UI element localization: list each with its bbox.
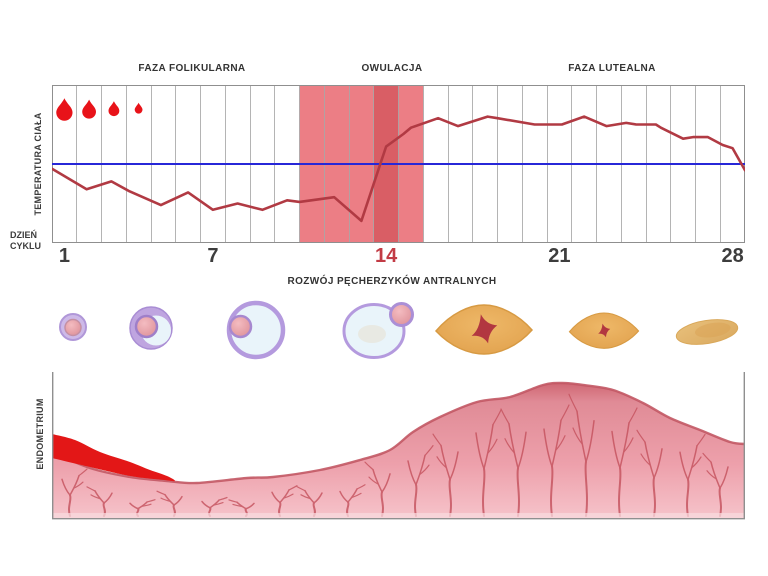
cycle-day-axis-label-line2: CYKLU <box>10 241 41 251</box>
endometrium-tissue <box>52 382 745 518</box>
cycle-day-axis-label: DZIEŃ CYKLU <box>10 230 41 252</box>
blood-drop-icon <box>82 99 96 119</box>
x-tick-day-14: 14 <box>375 245 398 267</box>
follicle-section-title: ROZWÓJ PĘCHERZYKÓW ANTRALNYCH <box>287 276 497 287</box>
endometrium-axis-label: ENDOMETRIUM <box>35 398 45 470</box>
blood-drop-icon <box>108 101 120 117</box>
graafian-follicle-illustration <box>226 300 286 360</box>
endometrium-surface-edge <box>52 381 745 485</box>
cycle-day-axis-label-line1: DZIEŃ <box>10 230 37 240</box>
blood-drop-icon <box>56 98 73 121</box>
corpus-luteum-star <box>598 323 611 338</box>
corpus-luteum-star <box>471 314 498 344</box>
endometrium-panel <box>52 372 745 520</box>
corpus-luteum-regressing-illustration <box>568 312 640 349</box>
temperature-chart <box>52 85 745 243</box>
x-tick-day-7: 7 <box>207 245 219 267</box>
temperature-curve <box>52 115 745 223</box>
primordial-follicle-illustration <box>59 313 87 341</box>
temperature-axis-label: TEMPERATURA CIAŁA <box>33 112 43 216</box>
endometrium-panel-border <box>52 372 745 520</box>
corpus-luteum-illustration <box>434 304 533 355</box>
phase-label-follicular: FAZA FOLIKULARNA <box>138 63 246 74</box>
secondary-follicle-illustration <box>129 306 173 350</box>
corpus-albicans-illustration <box>675 319 739 345</box>
x-tick-day-1: 1 <box>58 245 70 267</box>
ovulating-follicle-illustration <box>342 302 414 359</box>
phase-label-ovulation: OWULACJA <box>361 63 423 74</box>
menstruation-drops <box>56 98 143 121</box>
blood-drop-icon <box>134 102 143 114</box>
phase-label-luteal: FAZA LUTEALNA <box>568 63 656 74</box>
menstrual-shedding-layer <box>52 434 176 482</box>
x-tick-day-21: 21 <box>548 245 571 267</box>
x-tick-day-28: 28 <box>721 245 744 267</box>
follicle-development-row <box>59 300 739 360</box>
endometrium-vessels <box>61 393 729 517</box>
